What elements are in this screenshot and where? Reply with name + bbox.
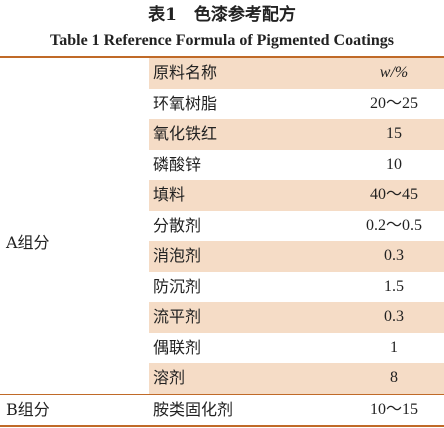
material-value: 0.3 — [384, 247, 404, 264]
material-name: 分散剂 — [153, 215, 202, 235]
material-name: 偶联剂 — [153, 337, 202, 357]
material-value: 10 — [386, 155, 402, 173]
material-name: 磷酸锌 — [153, 154, 202, 174]
table-row: 偶联剂 1 — [0, 333, 444, 364]
formula-table: 原料名称 w/% 环氧树脂 20～25 氧化铁红 15 磷酸锌 10 填料 40～45 … — [0, 56, 444, 427]
material-name: 环氧树脂 — [153, 93, 218, 113]
header-weight-percent: w/% — [379, 64, 409, 81]
material-value: 20～25 — [369, 94, 418, 112]
material-value: 15 — [386, 125, 402, 142]
group-b-label: B组分 — [6, 399, 50, 419]
table-row: 溶剂 8 — [0, 363, 444, 394]
material-value: 8 — [390, 369, 398, 386]
material-value: 1.5 — [384, 277, 404, 295]
table-row: 消泡剂 0.3 — [0, 241, 444, 272]
header-cells: 原料名称 w/% — [149, 58, 444, 89]
table-row: 防沉剂 1.5 — [0, 272, 444, 303]
table-row: B组分 胺类固化剂 10～15 — [0, 393, 444, 426]
material-value: 1 — [390, 338, 398, 356]
header-material: 原料名称 — [153, 63, 218, 82]
group-a-label: A组分 — [6, 233, 50, 252]
material-name: 流平剂 — [153, 307, 202, 326]
table-row: 流平剂 0.3 — [0, 302, 444, 333]
table-row: 环氧树脂 20～25 — [0, 89, 444, 120]
material-name: 氧化铁红 — [153, 124, 218, 143]
material-value: 0.2～0.5 — [365, 216, 422, 234]
table-header-row: 原料名称 w/% — [0, 58, 444, 89]
table-row: 填料 40～45 — [0, 180, 444, 211]
material-name: 溶剂 — [153, 368, 186, 387]
material-value: 0.3 — [384, 308, 404, 325]
material-name: 防沉剂 — [153, 276, 202, 296]
table-row: 分散剂 0.2～0.5 — [0, 211, 444, 242]
table-title-english: Table 1 Reference Formula of Pigmented C… — [50, 32, 394, 49]
material-name: 消泡剂 — [153, 246, 202, 265]
table-row: 氧化铁红 15 — [0, 119, 444, 150]
material-value: 40～45 — [369, 186, 418, 203]
material-name: 胺类固化剂 — [153, 399, 234, 419]
material-value: 10～15 — [369, 400, 418, 418]
material-name: 填料 — [153, 185, 186, 204]
table-row: 磷酸锌 10 — [0, 150, 444, 181]
table-title-chinese: 表1 色漆参考配方 — [148, 5, 296, 25]
